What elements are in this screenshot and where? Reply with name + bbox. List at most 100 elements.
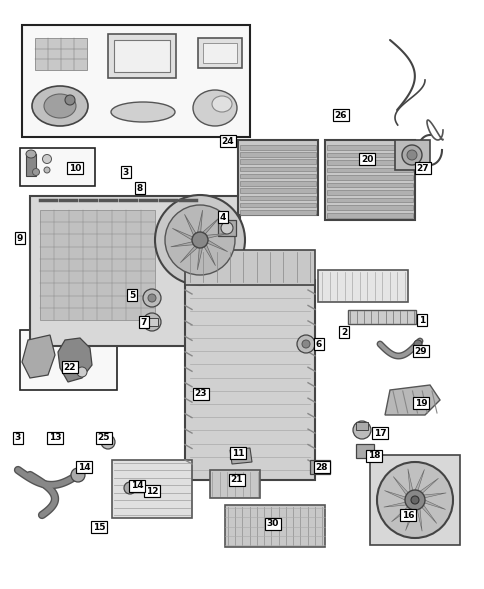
Text: 19: 19 (414, 399, 426, 408)
Polygon shape (197, 210, 202, 240)
Polygon shape (383, 500, 414, 507)
Bar (326, 153, 412, 157)
Circle shape (410, 496, 418, 504)
Bar (326, 160, 412, 164)
Circle shape (71, 468, 85, 482)
Circle shape (101, 435, 115, 449)
Bar (217, 220, 236, 236)
Text: 23: 23 (195, 389, 207, 399)
Text: 8: 8 (136, 184, 143, 193)
Circle shape (44, 167, 50, 173)
Circle shape (32, 168, 39, 176)
Text: 1: 1 (418, 316, 424, 325)
Bar (240, 203, 316, 207)
Text: 5: 5 (129, 290, 135, 299)
Polygon shape (199, 233, 229, 240)
Text: 22: 22 (63, 362, 76, 372)
Bar (240, 174, 316, 178)
Polygon shape (393, 477, 414, 500)
Circle shape (165, 205, 235, 275)
Circle shape (143, 289, 161, 307)
Circle shape (296, 335, 314, 353)
Polygon shape (414, 478, 438, 500)
Text: 14: 14 (130, 481, 143, 491)
Bar (326, 213, 412, 217)
Bar (210, 470, 259, 498)
Bar (240, 160, 316, 164)
Bar (20, 148, 95, 186)
Bar (22, 25, 249, 137)
Circle shape (413, 340, 421, 348)
Text: 3: 3 (122, 167, 129, 177)
Bar (225, 505, 324, 547)
Bar (108, 34, 176, 78)
Polygon shape (414, 493, 445, 500)
Circle shape (302, 340, 309, 348)
Polygon shape (414, 500, 421, 531)
Text: 11: 11 (231, 448, 244, 458)
Bar (326, 183, 412, 187)
Ellipse shape (44, 94, 76, 118)
Polygon shape (199, 240, 215, 266)
Text: 18: 18 (367, 452, 379, 461)
Text: 2: 2 (340, 327, 347, 336)
Text: 24: 24 (221, 137, 234, 145)
Polygon shape (405, 500, 414, 531)
Text: 14: 14 (77, 462, 90, 472)
Text: 6: 6 (315, 339, 321, 349)
Text: 16: 16 (401, 511, 413, 519)
Bar (309, 460, 329, 474)
Circle shape (192, 232, 208, 248)
Circle shape (148, 294, 156, 302)
Text: 13: 13 (49, 434, 61, 442)
Circle shape (221, 222, 232, 234)
Text: 21: 21 (230, 475, 243, 485)
Bar (20, 330, 117, 390)
Text: 17: 17 (373, 429, 386, 438)
Circle shape (376, 462, 452, 538)
Bar (146, 318, 158, 326)
Bar (240, 167, 316, 171)
Bar (35, 38, 87, 70)
Bar (26, 154, 36, 176)
Polygon shape (391, 500, 414, 522)
Bar (326, 206, 412, 210)
Bar (326, 190, 412, 195)
Polygon shape (229, 448, 252, 464)
Ellipse shape (32, 86, 88, 126)
Bar (204, 100, 215, 120)
Bar (203, 43, 237, 63)
Circle shape (143, 313, 161, 331)
Bar (369, 455, 459, 545)
Circle shape (65, 95, 75, 105)
Polygon shape (199, 217, 219, 240)
Bar (326, 198, 412, 203)
Text: 15: 15 (92, 522, 105, 531)
Circle shape (352, 421, 370, 439)
Bar (355, 444, 373, 458)
Bar (112, 460, 192, 518)
Circle shape (43, 154, 51, 164)
Bar (197, 38, 242, 68)
Polygon shape (414, 500, 436, 524)
Bar (184, 280, 314, 480)
Polygon shape (184, 214, 199, 240)
Text: 29: 29 (414, 346, 426, 356)
Polygon shape (407, 469, 414, 500)
Text: 26: 26 (334, 111, 347, 120)
Bar (40, 210, 155, 320)
Bar (348, 310, 415, 324)
Circle shape (401, 145, 421, 165)
Ellipse shape (111, 102, 175, 122)
Text: 30: 30 (266, 519, 279, 528)
Text: 20: 20 (360, 154, 372, 164)
Bar (394, 140, 429, 170)
Polygon shape (170, 240, 199, 247)
Text: 12: 12 (146, 487, 158, 495)
Polygon shape (414, 469, 424, 500)
Circle shape (404, 490, 424, 510)
Bar (326, 168, 412, 172)
Polygon shape (384, 491, 414, 500)
Bar (240, 210, 316, 214)
Bar (326, 145, 412, 150)
